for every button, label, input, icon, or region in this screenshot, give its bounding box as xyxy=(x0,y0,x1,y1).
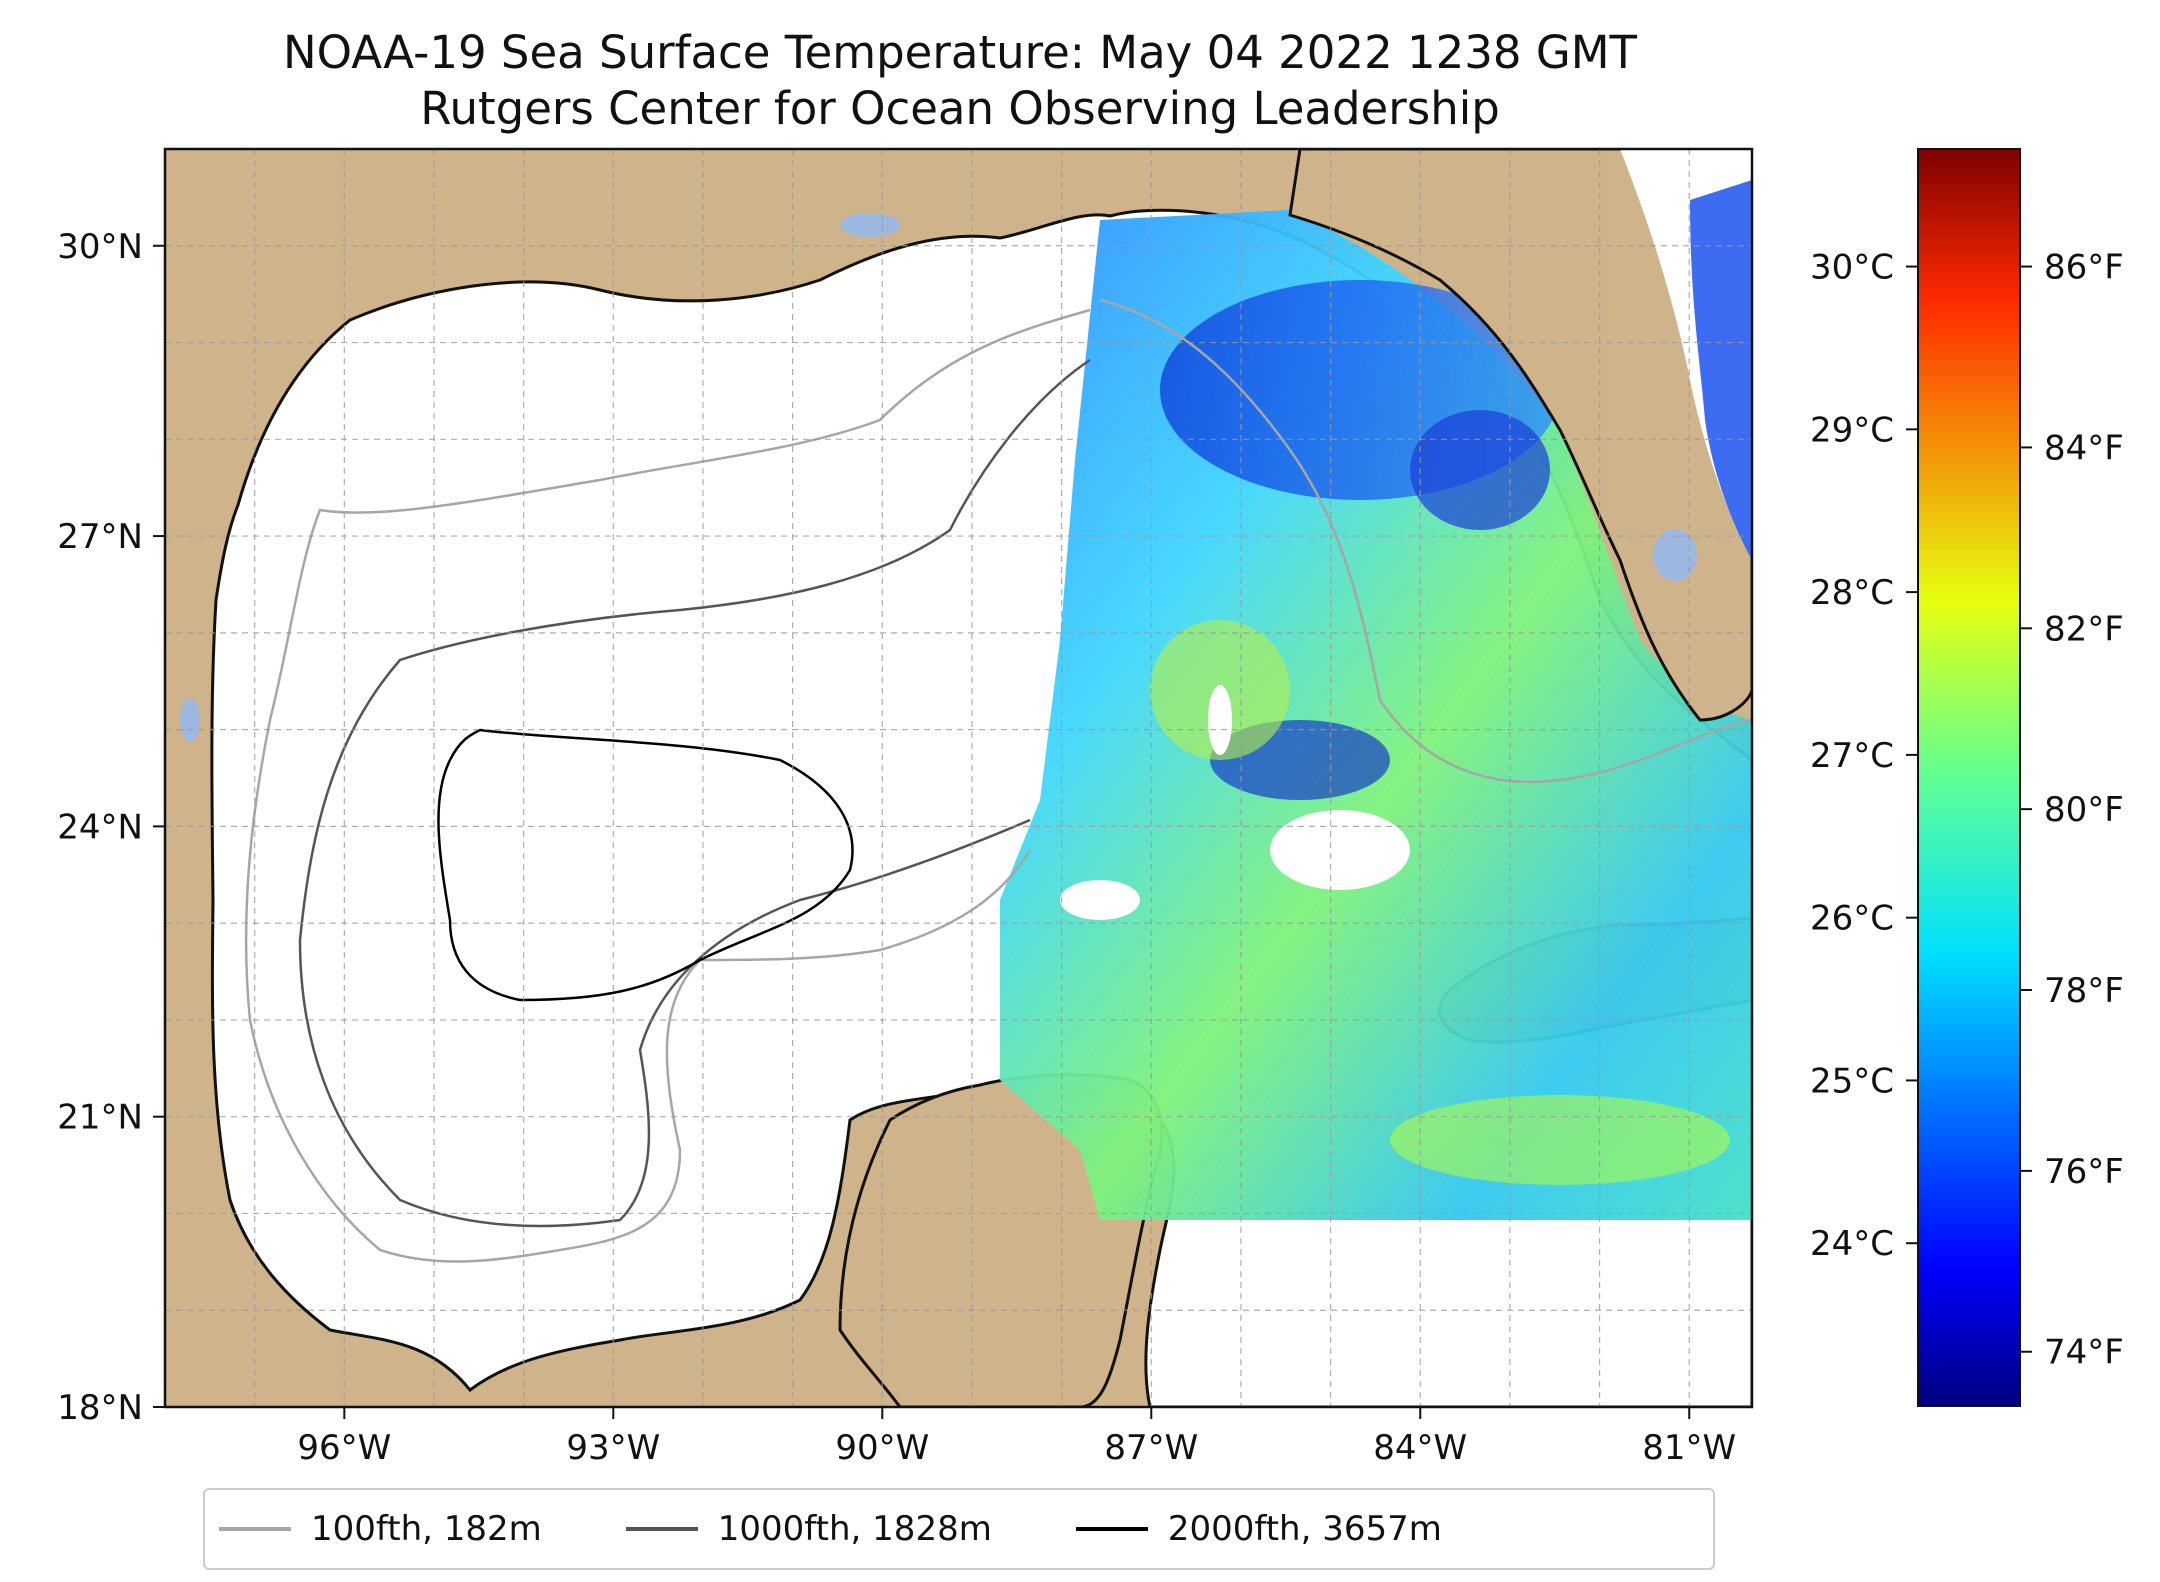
sst-swath xyxy=(1000,210,1752,1220)
colorbar-f-tick-label: 82°F xyxy=(2044,609,2124,649)
colorbar-c-tick-label: 29°C xyxy=(1810,410,1894,450)
lon-tick-label: 90°W xyxy=(835,1428,929,1468)
sst-warm-patch-south xyxy=(1390,1095,1730,1185)
lake-okeechobee xyxy=(1653,529,1697,581)
florida-land xyxy=(1288,149,1752,722)
contour-florida-shelf xyxy=(1099,298,1752,784)
lat-tick-label: 24°N xyxy=(57,807,143,847)
legend-label-100fth: 100fth, 182m xyxy=(311,1509,542,1549)
florida-atlantic-sst xyxy=(1690,180,1752,560)
lon-tick-label: 87°W xyxy=(1104,1428,1198,1468)
lon-tick-label: 84°W xyxy=(1373,1428,1467,1468)
colorbar-c-tick-label: 24°C xyxy=(1810,1224,1894,1264)
contour-2000fth xyxy=(437,728,854,1002)
lon-tick-label: 81°W xyxy=(1642,1428,1736,1468)
gridlines xyxy=(165,149,1752,1407)
map-frame xyxy=(163,147,1754,1409)
title-line-1: NOAA-19 Sea Surface Temperature: May 04 … xyxy=(282,26,1638,79)
legend-label-1000fth: 1000fth, 1828m xyxy=(717,1509,992,1549)
colorbar-f-tick-label: 86°F xyxy=(2044,248,2124,288)
sst-cloud-patch xyxy=(1270,810,1410,890)
sst-cloud-patch-2 xyxy=(1060,880,1140,920)
legend-label-2000fth: 2000fth, 3657m xyxy=(1167,1509,1442,1549)
colorbar-f-tick-label: 80°F xyxy=(2044,790,2124,830)
colorbar-c-tick-label: 30°C xyxy=(1810,248,1894,288)
legend-item-1000fth: 1000fth, 1828m xyxy=(612,1509,992,1549)
colorbar-f-tick-label: 76°F xyxy=(2044,1152,2124,1192)
lake-pontchartrain xyxy=(840,213,900,237)
colorbar-f-tick-label: 74°F xyxy=(2044,1333,2124,1373)
colorbar-ramp xyxy=(1917,148,2021,1407)
colorbar-c-tick-label: 26°C xyxy=(1810,899,1894,939)
sst-cool-patch-florida xyxy=(1410,410,1550,530)
lat-tick-label: 27°N xyxy=(57,517,143,557)
lake-texas-coast xyxy=(180,698,200,742)
colorbar-c-tick-label: 27°C xyxy=(1810,736,1894,776)
colorbar-c-tick-label: 25°C xyxy=(1810,1061,1894,1101)
colorbar-ticks: 74°F 76°F 78°F 80°F 82°F 84°F 86°F 24°C 25°C 26°C… xyxy=(1810,248,2124,1373)
legend-item-2000fth: 2000fth, 3657m xyxy=(1062,1509,1442,1549)
bathymetry-legend: 100fth, 182m 1000fth, 1828m 2000fth, 365… xyxy=(203,1488,1715,1570)
sst-cloud-patch-3 xyxy=(1208,685,1232,755)
legend-swatch-2000fth xyxy=(1075,1527,1148,1531)
lat-tick-label: 30°N xyxy=(57,227,143,267)
colorbar-f-tick-label: 84°F xyxy=(2044,428,2124,468)
lon-tick-label: 93°W xyxy=(566,1428,660,1468)
lat-tick-label: 18°N xyxy=(57,1388,143,1428)
colorbar-c-tick-label: 28°C xyxy=(1810,573,1894,613)
map-ticks: 96°W 93°W 90°W 87°W 84°W 81°W 30°N 27°N 24°N 21°N… xyxy=(57,227,1736,1468)
colorbar-f-tick-label: 78°F xyxy=(2044,971,2124,1011)
lon-tick-label: 96°W xyxy=(297,1428,391,1468)
lat-tick-label: 21°N xyxy=(57,1098,143,1138)
title-line-2: Rutgers Center for Ocean Observing Leade… xyxy=(420,82,1500,135)
map-area xyxy=(165,149,1752,1407)
legend-item-100fth: 100fth, 182m xyxy=(205,1509,542,1549)
legend-swatch-1000fth xyxy=(625,1527,698,1531)
legend-swatch-100fth xyxy=(219,1527,291,1531)
